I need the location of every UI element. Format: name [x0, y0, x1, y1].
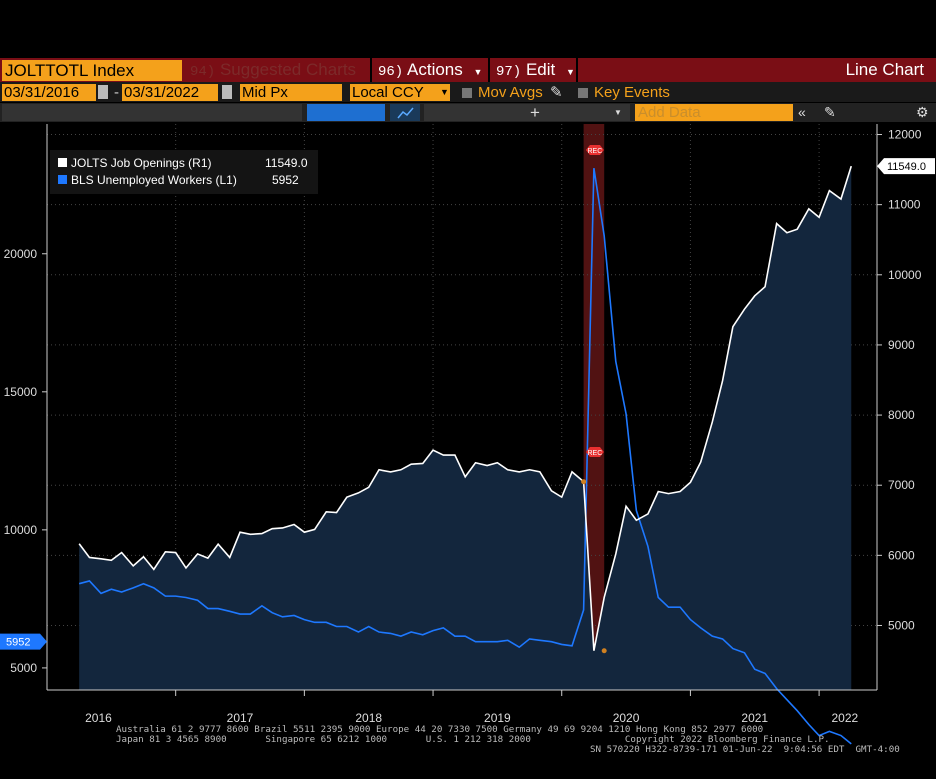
start-date-field[interactable]: 03/31/2016 [2, 84, 96, 101]
right-axis-tick-label: 10000 [888, 268, 922, 282]
rec-marker-mid: REC [585, 447, 604, 457]
menu-separator [576, 58, 578, 82]
key-events-toggle[interactable]: Key Events [578, 84, 670, 101]
right-axis-tick-label: 8000 [888, 408, 915, 422]
active-toolbar-segment[interactable] [307, 104, 385, 121]
edit-label: Edit [525, 60, 556, 79]
suggested-charts-number: 94) [190, 64, 216, 80]
footer-contacts-line: Australia 61 2 9777 8600 Brazil 5511 239… [116, 724, 764, 735]
left-last-value-label: 5952 [6, 637, 30, 649]
mov-avgs-label: Mov Avgs [478, 84, 543, 101]
footer-session-line: SN 570220 H322-8739-171 01-Jun-22 9:04:5… [590, 744, 900, 755]
rec-marker-top: REC [585, 145, 604, 155]
legend-swatch-blue [58, 175, 67, 184]
legend: JOLTS Job Openings (R1) 11549.0 BLS Unem… [50, 150, 318, 194]
toolbar-segment [2, 104, 302, 121]
x-axis-tick-label: 2022 [831, 711, 858, 725]
currency-select[interactable]: Local CCY [350, 84, 450, 101]
right-axis-tick-label: 9000 [888, 338, 915, 352]
left-axis-tick-label: 20000 [4, 247, 38, 261]
edit-caret-icon: ▼ [565, 67, 575, 77]
series-line-unemployed [78, 168, 852, 745]
series-select[interactable] [424, 104, 630, 121]
rec-marker-label: REC [588, 148, 603, 155]
edit-menu[interactable]: 97) Edit ▼ [496, 58, 575, 82]
legend-swatch-white [58, 158, 67, 167]
suggested-charts-menu[interactable]: 94) Suggested Charts [190, 58, 356, 82]
date-range-dash: - [114, 84, 119, 101]
legend-value: 5952 [272, 173, 299, 187]
x-axis-tick-label: 2018 [355, 711, 382, 725]
x-axis-tick-label: 2019 [484, 711, 511, 725]
rec-marker-shape [585, 447, 604, 457]
right-last-value-flag [877, 158, 935, 175]
pencil-icon[interactable]: ✎ [824, 104, 836, 120]
recession-band [583, 124, 605, 690]
end-calendar-icon[interactable] [222, 85, 232, 99]
rec-marker-label: REC [588, 450, 603, 457]
actions-number: 96) [378, 64, 404, 80]
chart-type-title: Line Chart [845, 60, 924, 79]
price-field-select[interactable]: Mid Px [240, 84, 342, 101]
plus-icon[interactable]: + [530, 103, 540, 122]
right-axis-tick-label: 11000 [888, 198, 921, 212]
x-axis-tick-label: 2020 [613, 711, 640, 725]
actions-caret-icon: ▼ [473, 67, 483, 77]
left-last-value-flag [0, 633, 47, 650]
actions-menu[interactable]: 96) Actions ▼ [378, 58, 482, 82]
legend-label: BLS Unemployed Workers (L1) [71, 173, 237, 187]
legend-value: 11549.0 [265, 156, 308, 170]
left-axis-tick-label: 5000 [10, 661, 37, 675]
legend-item-bls[interactable]: BLS Unemployed Workers (L1) [58, 173, 237, 187]
x-axis-tick-label: 2021 [741, 711, 768, 725]
legend-item-jolts[interactable]: JOLTS Job Openings (R1) [58, 156, 212, 170]
collapse-icon[interactable]: « [798, 104, 806, 120]
menu-separator [370, 58, 372, 82]
rec-marker-shape [585, 145, 604, 155]
x-axis-tick-label: 2016 [85, 711, 112, 725]
mov-avgs-toggle[interactable]: Mov Avgs ✎ [462, 84, 563, 101]
right-axis-tick-label: 7000 [888, 478, 915, 492]
pencil-icon[interactable]: ✎ [549, 84, 563, 101]
right-axis-tick-label: 5000 [888, 618, 915, 632]
key-events-checkbox-icon[interactable] [578, 88, 588, 98]
legend-label: JOLTS Job Openings (R1) [71, 156, 212, 170]
rec-start-dot [581, 479, 587, 485]
series-caret-icon[interactable]: ▼ [614, 108, 622, 117]
menu-separator [488, 58, 490, 82]
gear-icon[interactable]: ⚙ [916, 104, 929, 120]
add-data-input[interactable]: Add Data [635, 104, 793, 121]
actions-label: Actions [407, 60, 463, 79]
ticker-field[interactable]: JOLTTOTL Index [2, 60, 182, 81]
right-axis-tick-label: 12000 [888, 128, 922, 142]
currency-caret-icon[interactable]: ▼ [440, 87, 449, 97]
edit-number: 97) [496, 64, 522, 80]
start-calendar-icon[interactable] [98, 85, 108, 99]
jolts-area-fill [79, 166, 852, 690]
left-axis-tick-label: 15000 [4, 385, 38, 399]
right-last-value-label: 11549.0 [887, 161, 926, 173]
end-date-field[interactable]: 03/31/2022 [122, 84, 218, 101]
low-point-dot [601, 648, 607, 654]
right-axis-tick-label: 6000 [888, 548, 915, 562]
x-axis-tick-label: 2017 [227, 711, 254, 725]
mov-avgs-checkbox-icon[interactable] [462, 88, 472, 98]
key-events-label: Key Events [594, 84, 670, 101]
left-axis-tick-label: 10000 [4, 523, 38, 537]
footer-copyright-line: Japan 81 3 4565 8900 Singapore 65 6212 1… [116, 734, 830, 745]
series-line-jolts [78, 165, 853, 651]
suggested-charts-label: Suggested Charts [219, 60, 357, 79]
